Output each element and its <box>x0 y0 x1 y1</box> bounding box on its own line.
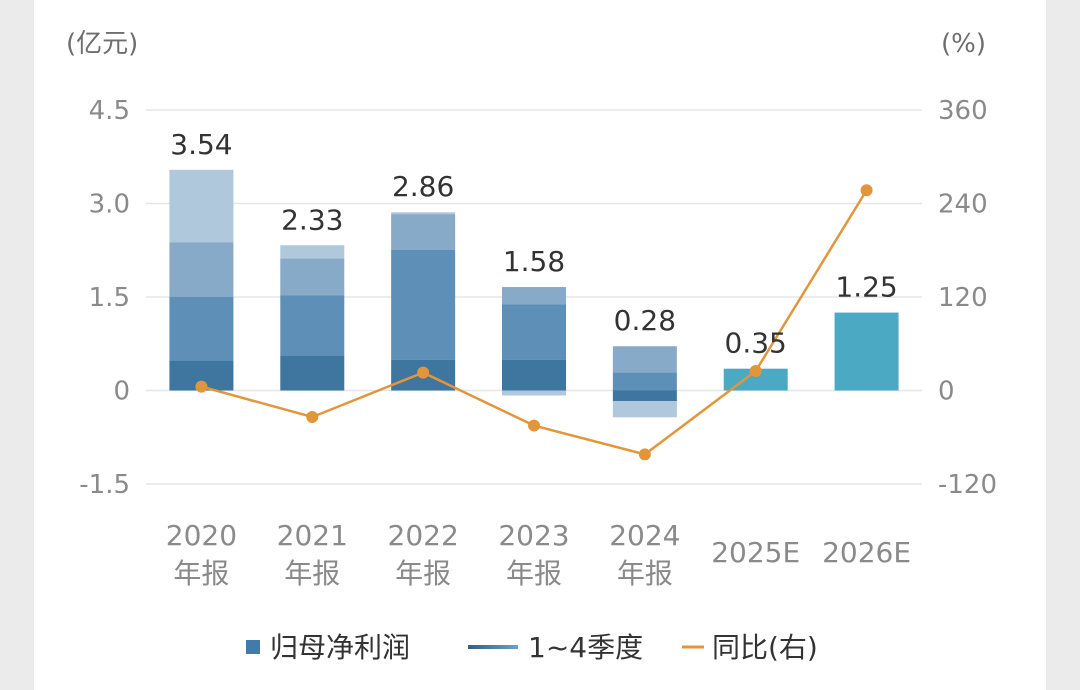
legend-label: 同比(右) <box>712 631 818 664</box>
bar-segment-q2 <box>169 297 234 361</box>
right-tick-label: 240 <box>938 190 988 220</box>
bar-segment-q2 <box>612 372 677 391</box>
bars <box>169 169 899 418</box>
right-tick-label: 360 <box>938 96 988 126</box>
yoy-point <box>306 410 319 423</box>
legend-label: 归母净利润 <box>270 631 410 664</box>
bar-segment-q3 <box>502 287 566 305</box>
yoy-point <box>417 366 430 379</box>
category-label: 2025E <box>711 536 800 569</box>
bar-segment-q4 <box>612 401 677 418</box>
right-tick-label: 120 <box>938 283 988 313</box>
data-label: 1.25 <box>835 271 897 304</box>
data-label: 0.28 <box>614 304 676 337</box>
category-label: 2020 <box>166 519 237 552</box>
category-label: 2026E <box>822 536 911 569</box>
category-label-line2: 年报 <box>506 557 562 590</box>
yoy-line-series <box>195 184 873 461</box>
labels: (亿元) (%) 4.5 3.0 1.5 0 -1.5 360 240 120 0 -120 3.54 2… <box>66 29 997 590</box>
left-tick-label: -1.5 <box>79 470 130 500</box>
bar-segment-q4 <box>169 169 234 243</box>
bar-segment-q2 <box>280 295 345 356</box>
yoy-point <box>749 365 762 378</box>
category-label: 2021 <box>277 519 348 552</box>
left-tick-label: 4.5 <box>89 96 130 126</box>
category-label: 2024 <box>609 519 680 552</box>
data-label: 1.58 <box>503 245 565 278</box>
bar-segment-q3 <box>391 214 456 250</box>
bar-estimate <box>834 312 899 391</box>
left-tick-label: 1.5 <box>89 283 130 313</box>
bar-segment-q3 <box>612 346 677 373</box>
data-label: 0.35 <box>725 327 787 360</box>
bar-segment-q3 <box>169 242 234 297</box>
right-tick-label: -120 <box>938 470 997 500</box>
yoy-point <box>860 184 873 197</box>
category-label-line2: 年报 <box>395 557 451 590</box>
yoy-point <box>528 419 540 432</box>
left-tick-label: 0 <box>113 377 130 407</box>
bar-segment-q3 <box>280 258 345 296</box>
legend-marker-square <box>246 640 260 654</box>
bar-estimate <box>723 368 788 391</box>
chart-panel: (亿元) (%) 4.5 3.0 1.5 0 -1.5 360 240 120 0 -120 3.54 2… <box>34 0 1046 690</box>
yoy-point <box>638 448 651 461</box>
bar-segment-q2 <box>502 304 566 360</box>
category-label-line2: 年报 <box>617 557 673 590</box>
bar-segment-q4 <box>280 245 345 259</box>
category-label: 2022 <box>388 519 459 552</box>
bar-segment-q1 <box>612 390 677 402</box>
yoy-point <box>195 380 208 393</box>
legend-marker-gradient-line <box>468 645 518 649</box>
category-label-line2: 年报 <box>284 557 340 590</box>
profit-chart: (亿元) (%) 4.5 3.0 1.5 0 -1.5 360 240 120 0 -120 3.54 2… <box>66 29 997 664</box>
bar-segment-q2 <box>391 249 456 360</box>
data-label: 3.54 <box>170 128 232 161</box>
category-label: 2023 <box>498 519 569 552</box>
bar-segment-q4 <box>502 390 566 396</box>
bar-segment-q4 <box>391 212 456 215</box>
category-label-line2: 年报 <box>173 557 229 590</box>
left-tick-label: 3.0 <box>89 190 130 220</box>
legend: 归母净利润 1~4季度 同比(右) <box>246 631 818 664</box>
bar-segment-q1 <box>502 359 566 391</box>
right-axis-unit: (%) <box>941 29 986 59</box>
data-label: 2.33 <box>281 203 343 236</box>
right-tick-label: 0 <box>938 377 955 407</box>
bar-segment-q1 <box>280 355 345 391</box>
left-axis-unit: (亿元) <box>66 29 138 59</box>
legend-label: 1~4季度 <box>528 631 643 664</box>
data-label: 2.86 <box>392 170 454 203</box>
